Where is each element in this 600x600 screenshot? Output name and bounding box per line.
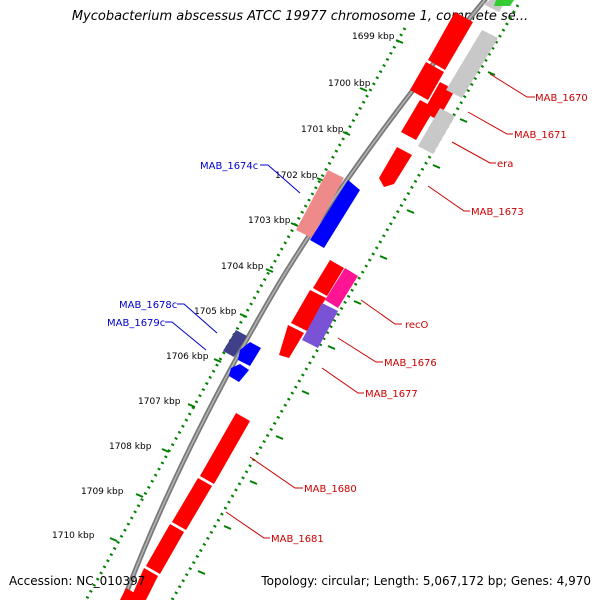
- gene-block-reverse[interactable]: [229, 364, 249, 382]
- gene-block-MAB_1674c[interactable]: [310, 180, 360, 248]
- ruler-tick-label: 1706 kbp: [166, 352, 209, 362]
- map-title: Mycobacterium abscessus ATCC 19977 chrom…: [71, 9, 529, 24]
- ruler-ticks: 1699 kbp 1700 kbp 1701 kbp 1702 kbp 1703…: [52, 32, 404, 542]
- inner-ruler-ticks: [197, 71, 496, 575]
- ruler-tick-label: 1704 kbp: [221, 262, 264, 272]
- accession-text: Accession: NC_010397: [9, 574, 146, 588]
- left-gene-labels: MAB_1674c MAB_1678c MAB_1679c: [107, 161, 258, 329]
- ruler-tick-label: 1705 kbp: [194, 307, 237, 317]
- ruler-tick-label: 1700 kbp: [328, 79, 371, 89]
- ruler-tick-label: 1702 kbp: [275, 171, 318, 181]
- ruler-line: [84, 27, 407, 600]
- ruler-tick-label: 1708 kbp: [109, 442, 152, 452]
- ruler-tick-label: 1701 kbp: [301, 125, 344, 135]
- gene-label-era[interactable]: era: [497, 159, 513, 170]
- topology-summary: Topology: circular; Length: 5,067,172 bp…: [261, 574, 591, 588]
- gene-block[interactable]: [279, 325, 304, 358]
- gene-label-MAB_1678c[interactable]: MAB_1678c: [119, 300, 177, 311]
- gene-block-green[interactable]: [494, 0, 514, 6]
- gene-label-MAB_1671[interactable]: MAB_1671: [514, 130, 567, 141]
- gene-block-MAB_1679c[interactable]: [238, 342, 261, 366]
- gene-block[interactable]: [401, 100, 435, 140]
- gene-block-MAB_1670[interactable]: [446, 30, 498, 98]
- gene-label-recO[interactable]: recO: [405, 320, 429, 331]
- right-leader-lines: [225, 73, 535, 539]
- gene-block-MAB_1678c[interactable]: [223, 330, 247, 357]
- gene-block[interactable]: [410, 62, 444, 100]
- gene-block[interactable]: [146, 524, 184, 574]
- gene-block[interactable]: [291, 290, 326, 331]
- ruler-tick-label: 1709 kbp: [81, 487, 124, 497]
- gene-label-MAB_1680[interactable]: MAB_1680: [304, 484, 357, 495]
- gene-label-MAB_1670[interactable]: MAB_1670: [535, 93, 588, 104]
- ruler-tick-label: 1707 kbp: [138, 397, 181, 407]
- gene-block[interactable]: [200, 413, 250, 484]
- right-gene-labels: MAB_1670 MAB_1671 era MAB_1673 recO MAB_…: [271, 93, 588, 545]
- gene-block[interactable]: [172, 478, 212, 530]
- inner-ruler-line: [170, 4, 520, 600]
- gene-block-recO[interactable]: [325, 268, 358, 308]
- gene-block[interactable]: [130, 568, 158, 600]
- gene-block-MAB_1671[interactable]: [418, 108, 455, 154]
- gene-block[interactable]: [313, 260, 344, 296]
- ruler-tick-label: 1710 kbp: [52, 531, 95, 541]
- gene-label-MAB_1674c[interactable]: MAB_1674c: [200, 161, 258, 172]
- gene-label-MAB_1673[interactable]: MAB_1673: [471, 207, 524, 218]
- left-leader-lines: [165, 164, 301, 351]
- gene-block[interactable]: [379, 147, 412, 187]
- gene-label-MAB_1677[interactable]: MAB_1677: [365, 389, 418, 400]
- gene-block[interactable]: [428, 12, 473, 70]
- ruler-tick-label: 1699 kbp: [352, 32, 395, 42]
- forward-genes[interactable]: [120, 12, 473, 600]
- gene-label-MAB_1676[interactable]: MAB_1676: [384, 358, 437, 369]
- gene-block[interactable]: [120, 588, 140, 600]
- gene-label-MAB_1681[interactable]: MAB_1681: [271, 534, 324, 545]
- gene-block-MAB_1676[interactable]: [302, 303, 338, 348]
- other-genes[interactable]: [418, 0, 514, 154]
- gene-block-MAB_1674c-pale[interactable]: [296, 170, 344, 238]
- ruler-tick-label: 1703 kbp: [248, 216, 291, 226]
- gene-label-MAB_1679c[interactable]: MAB_1679c: [107, 318, 165, 329]
